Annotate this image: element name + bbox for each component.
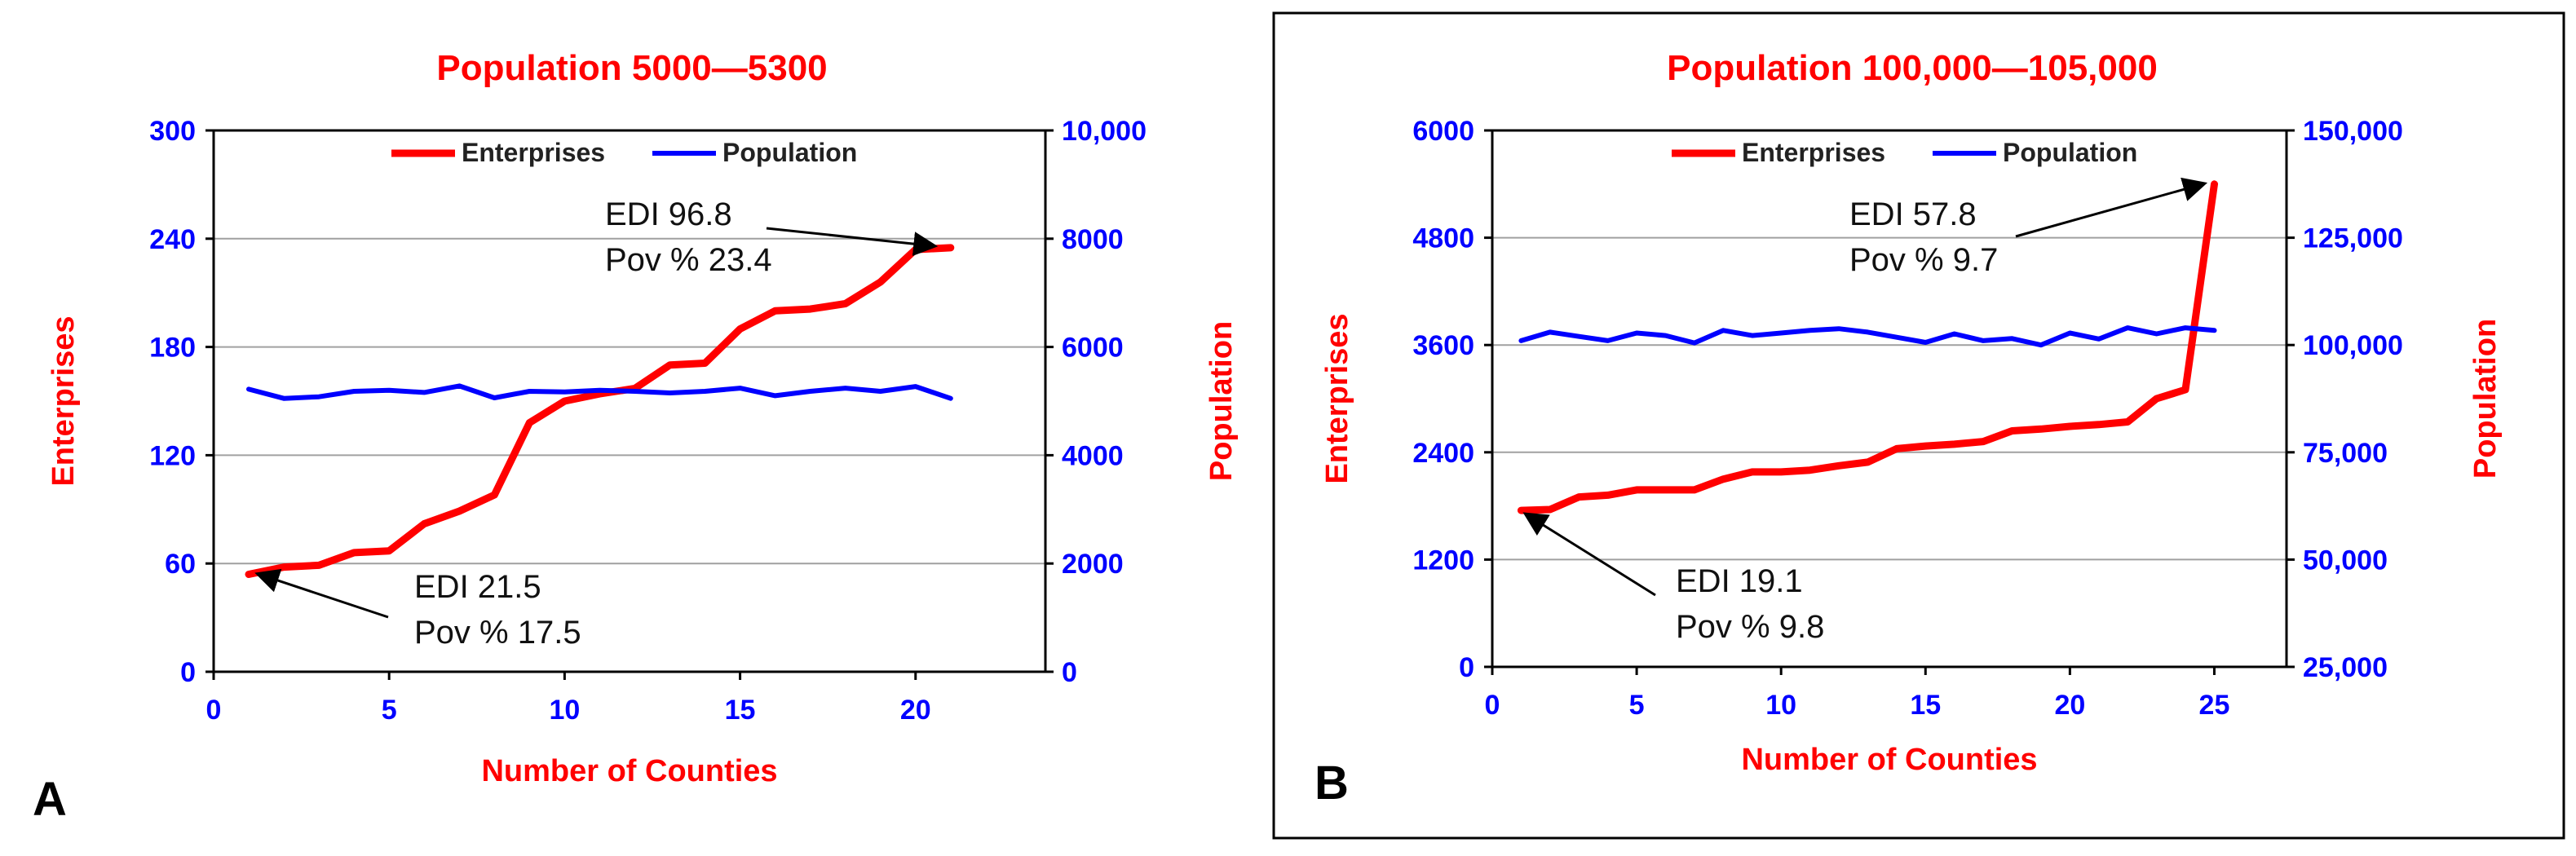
legend-label-enterprises: Enterprises [1742, 138, 1885, 167]
annotation-edi: EDI 57.8 [1849, 196, 1977, 232]
series-line-enterprises [1517, 180, 2218, 514]
x-axis-label: Number of Counties [1741, 743, 2037, 777]
y-right-tick-label: 6000 [1062, 333, 1124, 364]
y-left-tick-label: 6000 [1412, 116, 1474, 147]
x-tick-label: 0 [206, 695, 222, 726]
panel-letter: B [1315, 757, 1349, 810]
y-right-axis-label: Population [2468, 319, 2503, 479]
legend-label-enterprises: Enterprises [462, 138, 605, 167]
annotation-poverty: Pov % 9.8 [1676, 609, 1824, 645]
panel-b: 0 1200 2400 3600 4800 6000 25,000 50,000 75,000 1… [1272, 11, 2565, 840]
series-line-population [1518, 325, 2217, 348]
x-tick-label: 15 [1910, 690, 1941, 721]
y-right-tick-label: 25,000 [2303, 652, 2388, 683]
y-left-tick-label: 180 [149, 333, 196, 364]
y-right-tick-label: 8000 [1062, 224, 1124, 255]
annotation-poverty: Pov % 9.7 [1849, 242, 1998, 278]
x-tick-label: 15 [725, 695, 756, 726]
y-right-tick-label: 125,000 [2303, 223, 2403, 254]
annotation-poverty: Pov % 17.5 [414, 615, 581, 651]
annotation-arrow [1522, 512, 1656, 597]
y-right-axis-label: Population [1204, 321, 1239, 481]
annotation-arrow [766, 227, 939, 257]
annotation-edi: EDI 21.5 [414, 569, 541, 605]
annotation-edi: EDI 96.8 [605, 196, 732, 232]
x-tick-label: 0 [1485, 690, 1500, 721]
y-right-tick-label: 4000 [1062, 440, 1124, 471]
y-left-tick-label: 300 [149, 116, 196, 147]
y-left-tick-label: 3600 [1412, 330, 1474, 361]
y-right-tick-label: 50,000 [2303, 545, 2388, 576]
y-left-tick-label: 120 [149, 440, 196, 471]
panel-letter: A [33, 773, 67, 826]
x-tick-label: 5 [382, 695, 397, 726]
x-tick-label: 10 [549, 695, 580, 726]
y-right-tick-label: 2000 [1062, 549, 1124, 580]
plot-frame [212, 129, 1047, 673]
x-tick-label: 25 [2199, 690, 2230, 721]
y-left-tick-label: 0 [1459, 652, 1474, 683]
panel-frame [1272, 11, 2565, 840]
y-left-tick-label: 4800 [1412, 223, 1474, 254]
legend-label-population: Population [2003, 138, 2137, 167]
series-line-population [246, 383, 953, 401]
chart-title: Population 5000—5300 [436, 48, 827, 88]
x-tick-label: 20 [900, 695, 931, 726]
chart-title: Population 100,000—105,000 [1667, 48, 2158, 88]
annotation-edi: EDI 19.1 [1676, 563, 1803, 599]
annotation-poverty: Pov % 23.4 [605, 242, 772, 278]
series-line-enterprises [245, 244, 955, 578]
y-right-tick-label: 150,000 [2303, 116, 2403, 147]
x-tick-label: 5 [1629, 690, 1645, 721]
x-tick-label: 10 [1765, 690, 1796, 721]
plot-frame [1491, 129, 2288, 668]
y-left-tick-label: 240 [149, 224, 196, 255]
y-left-tick-label: 60 [165, 549, 196, 580]
y-left-axis-label: Enterprises [46, 315, 81, 486]
panel-a: 0 60 120 180 240 300 0 2000 4000 6000 8000 10,000 0 5… [33, 48, 1239, 826]
annotation-arrow [2015, 177, 2208, 238]
y-right-tick-label: 75,000 [2303, 438, 2388, 469]
y-left-tick-label: 0 [180, 657, 196, 688]
y-left-tick-label: 2400 [1412, 438, 1474, 469]
x-axis-label: Number of Counties [481, 754, 777, 788]
y-right-tick-label: 10,000 [1062, 116, 1147, 147]
annotation-arrow [254, 568, 389, 619]
y-right-tick-label: 100,000 [2303, 330, 2403, 361]
y-left-axis-label: Enterprises [1320, 313, 1354, 483]
y-right-tick-label: 0 [1062, 657, 1077, 688]
legend-label-population: Population [722, 138, 857, 167]
x-tick-label: 20 [2054, 690, 2085, 721]
y-left-tick-label: 1200 [1412, 545, 1474, 576]
